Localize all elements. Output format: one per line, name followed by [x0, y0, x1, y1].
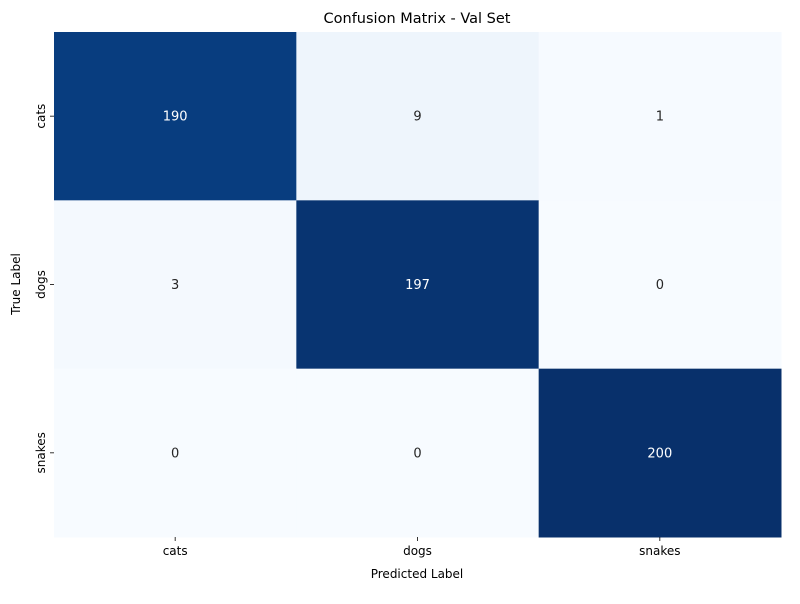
cell-value-label: 190 — [163, 110, 188, 125]
y-tick-label: snakes — [34, 432, 48, 473]
heatmap-cell-cats-snakes — [538, 32, 782, 201]
cell-value-label: 197 — [405, 278, 430, 293]
x-tick-label: dogs — [403, 544, 432, 558]
cell-value-label: 1 — [656, 110, 664, 125]
heatmap-cell-snakes-cats — [54, 368, 297, 538]
x-tick-label: snakes — [639, 544, 680, 558]
cell-value-label: 3 — [171, 278, 179, 293]
heatmap-cell-dogs-dogs — [296, 200, 540, 370]
cell-value-label: 9 — [413, 110, 421, 125]
heatmap-cells: 190 9 1 3 197 0 0 0 200 — [54, 32, 782, 538]
x-axis-label: Predicted Label — [371, 567, 464, 581]
chart-title: Confusion Matrix - Val Set — [324, 11, 511, 27]
heatmap-cell-dogs-cats — [54, 200, 297, 370]
cell-value-label: 0 — [413, 446, 421, 461]
heatmap-cell-dogs-snakes — [538, 200, 782, 370]
x-tick-label: cats — [163, 544, 188, 558]
axis-ticks: cats dogs snakes cats dogs snakes — [34, 104, 681, 558]
cell-value-label: 0 — [171, 446, 179, 461]
heatmap-cell-snakes-dogs — [296, 368, 540, 538]
y-axis-label: True Label — [9, 253, 23, 316]
y-tick-label: cats — [34, 104, 48, 129]
cell-value-label: 0 — [656, 278, 664, 293]
cell-value-label: 200 — [647, 446, 672, 461]
y-tick-label: dogs — [34, 270, 48, 299]
heatmap-cell-cats-dogs — [296, 32, 540, 201]
heatmap-cell-snakes-snakes — [538, 368, 782, 538]
heatmap-cell-cats-cats — [54, 32, 297, 201]
